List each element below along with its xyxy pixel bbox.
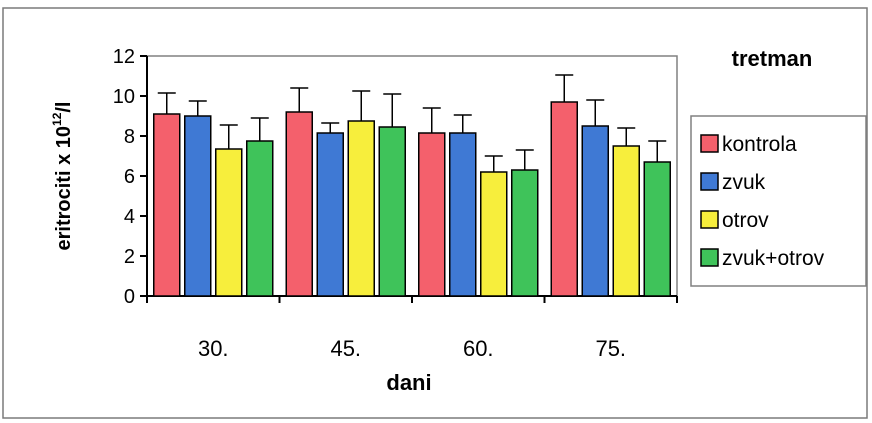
error-bars <box>157 74 667 172</box>
y-tick-label: 10 <box>113 86 135 108</box>
legend-label-kontrola: kontrola <box>722 133 797 156</box>
bar-zvuk+otrov-45. <box>378 126 406 297</box>
y-tick-label: 6 <box>124 166 135 188</box>
legend-label-zvuk+otrov: zvuk+otrov <box>722 247 825 270</box>
y-axis-label-exponent: 12 <box>50 112 64 126</box>
bar-kontrola-30. <box>153 113 181 297</box>
bar-zvuk+otrov-30. <box>246 140 274 297</box>
bar-otrov-60. <box>480 171 508 297</box>
bar-zvuk-75. <box>581 125 609 297</box>
legend-title: tretman <box>732 46 813 71</box>
y-tick-label: 2 <box>124 246 135 268</box>
y-axis-label: eritrociti x 1012/l <box>50 102 75 251</box>
bar-kontrola-75. <box>550 101 578 297</box>
x-axis-label: dani <box>386 370 431 395</box>
x-tick-label: 30. <box>198 336 229 361</box>
bar-otrov-30. <box>215 148 243 297</box>
bar-zvuk+otrov-60. <box>511 169 539 297</box>
y-axis <box>140 55 148 297</box>
x-tick-label: 75. <box>595 336 626 361</box>
legend-swatch-kontrola <box>700 134 719 153</box>
bar-zvuk-60. <box>449 132 477 297</box>
bar-kontrola-60. <box>418 132 446 297</box>
bar-zvuk+otrov-75. <box>643 161 671 297</box>
legend-swatch-zvuk+otrov <box>700 248 719 267</box>
legend-swatch-otrov <box>700 210 719 229</box>
y-axis-label-main: eritrociti x 10 <box>53 126 75 251</box>
bars <box>153 101 671 297</box>
legend-swatch-zvuk <box>700 172 719 191</box>
y-tick-label: 12 <box>113 46 135 68</box>
x-tick-label: 45. <box>330 336 361 361</box>
x-tick-labels: 30. 45. 60. 75. <box>198 336 626 361</box>
x-tick-label: 60. <box>463 336 494 361</box>
y-tick-label: 8 <box>124 126 135 148</box>
y-tick-label: 0 <box>124 286 135 308</box>
bar-otrov-45. <box>347 120 375 297</box>
bar-kontrola-45. <box>285 111 313 297</box>
bar-zvuk-30. <box>184 115 212 297</box>
bar-zvuk-45. <box>316 132 344 297</box>
y-axis-label-unit: /l <box>53 102 75 113</box>
legend-box <box>690 115 867 287</box>
y-tick-labels: 0 2 4 6 8 10 12 <box>113 46 135 308</box>
legend-items: kontrola zvuk otrov zvuk+otrov <box>700 133 825 270</box>
legend-label-otrov: otrov <box>722 209 769 232</box>
y-tick-label: 4 <box>124 206 135 228</box>
bar-otrov-75. <box>612 145 640 297</box>
legend-label-zvuk: zvuk <box>722 171 766 194</box>
